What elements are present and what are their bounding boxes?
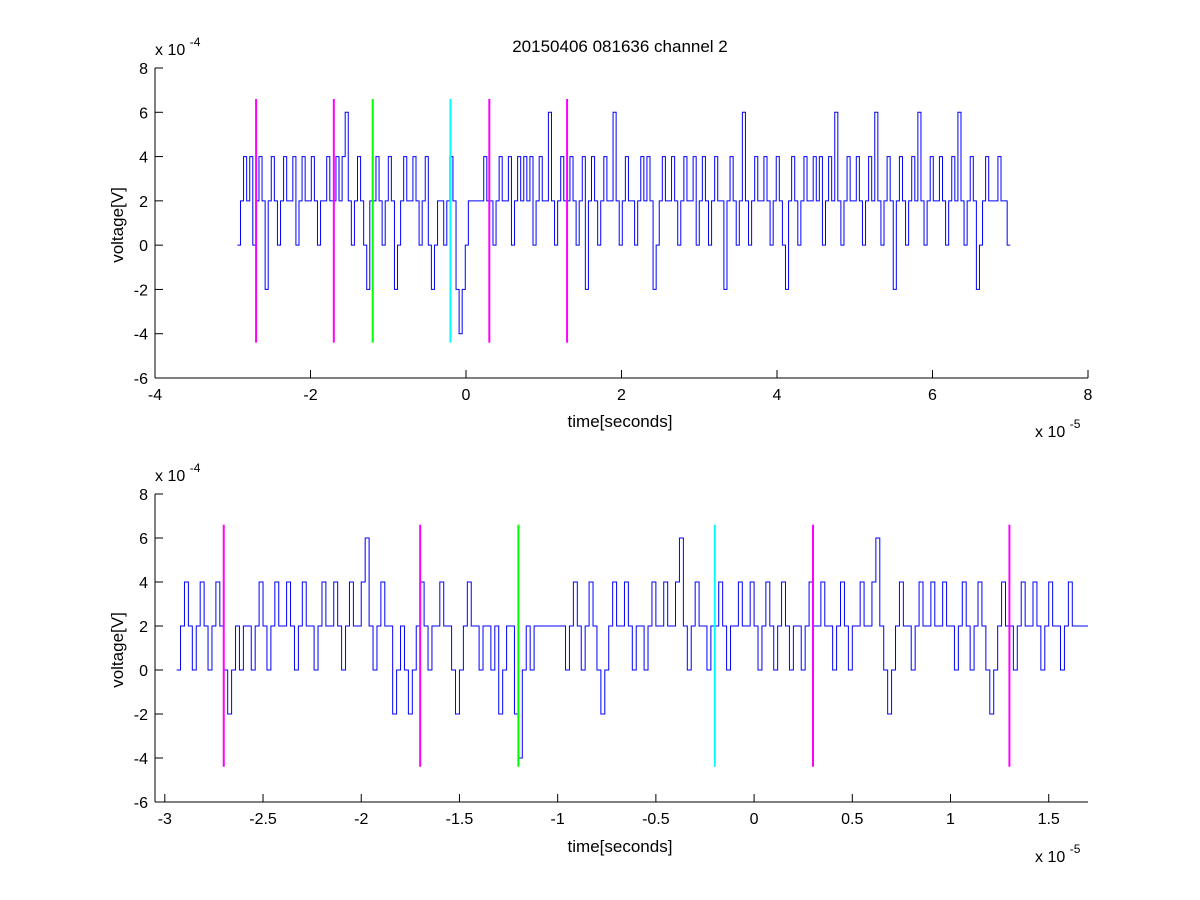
signal-trace xyxy=(176,537,1088,759)
x-tick-label: -0.5 xyxy=(642,811,670,828)
x-exponent-label: x 10 -5 xyxy=(1035,417,1081,441)
x-tick-label: 1 xyxy=(946,811,955,828)
y-tick-label: 4 xyxy=(139,575,148,592)
x-tick-label: -2 xyxy=(303,387,317,404)
y-tick-label: 8 xyxy=(139,61,148,78)
y-tick-label: 8 xyxy=(139,487,148,504)
y-exponent-label: x 10 -4 xyxy=(155,461,201,485)
x-tick-label: 6 xyxy=(928,387,937,404)
y-tick-label: 2 xyxy=(139,194,148,211)
x-exponent-power: -5 xyxy=(1070,842,1081,856)
x-tick-label: -2.5 xyxy=(249,811,277,828)
x-tick-label: 0.5 xyxy=(841,811,863,828)
x-tick-label: 0 xyxy=(462,387,471,404)
tick-marks: -6 -4 -2 0 2 4 6 8 -3 -2.5 -2 -1.5 -1 -0.5 0 0.5 1 1.5 xyxy=(134,487,1060,828)
y-exponent-power: -4 xyxy=(190,35,201,49)
figure-title: 20150406 081636 channel 2 xyxy=(512,37,728,56)
x-tick-label: -1 xyxy=(551,811,565,828)
y-tick-label: 4 xyxy=(139,150,148,167)
y-tick-label: 2 xyxy=(139,619,148,636)
y-tick-label: -6 xyxy=(134,795,148,812)
y-axis-label: voltage[V] xyxy=(108,187,127,263)
x-tick-label: -4 xyxy=(148,387,162,404)
y-exponent-base: x 10 xyxy=(155,468,185,485)
y-tick-label: -4 xyxy=(134,751,148,768)
y-tick-label: 6 xyxy=(139,105,148,122)
bottom-plot: -6 -4 -2 0 2 4 6 8 -3 -2.5 -2 -1.5 -1 -0.5 0 0.5 1 1.5 ti… xyxy=(108,461,1088,866)
x-exponent-power: -5 xyxy=(1070,417,1081,431)
y-exponent-label: x 10 -4 xyxy=(155,35,201,59)
y-tick-label: 0 xyxy=(139,663,148,680)
x-axis-label: time[seconds] xyxy=(568,837,673,856)
y-tick-label: -2 xyxy=(134,707,148,724)
x-exponent-base: x 10 xyxy=(1035,424,1065,441)
y-axis-label: voltage[V] xyxy=(108,612,127,688)
y-tick-label: -4 xyxy=(134,327,148,344)
y-tick-label: 0 xyxy=(139,238,148,255)
x-exponent-label: x 10 -5 xyxy=(1035,842,1081,866)
x-tick-label: 2 xyxy=(617,387,626,404)
y-tick-label: -6 xyxy=(134,371,148,388)
x-tick-label: 0 xyxy=(750,811,759,828)
x-tick-label: -2 xyxy=(354,811,368,828)
plot-content xyxy=(237,99,1011,343)
y-tick-label: -2 xyxy=(134,282,148,299)
x-tick-label: 4 xyxy=(773,387,782,404)
y-exponent-base: x 10 xyxy=(155,42,185,59)
y-tick-label: 6 xyxy=(139,531,148,548)
plot-area xyxy=(155,494,1088,802)
x-tick-label: -3 xyxy=(158,811,172,828)
y-exponent-power: -4 xyxy=(190,461,201,475)
x-tick-label: -1.5 xyxy=(446,811,474,828)
signal-trace xyxy=(237,111,1011,335)
x-tick-label: 8 xyxy=(1084,387,1093,404)
x-axis-label: time[seconds] xyxy=(568,412,673,431)
x-tick-label: 1.5 xyxy=(1038,811,1060,828)
plot-area xyxy=(155,68,1088,378)
x-exponent-base: x 10 xyxy=(1035,849,1065,866)
plot-content xyxy=(176,524,1088,767)
